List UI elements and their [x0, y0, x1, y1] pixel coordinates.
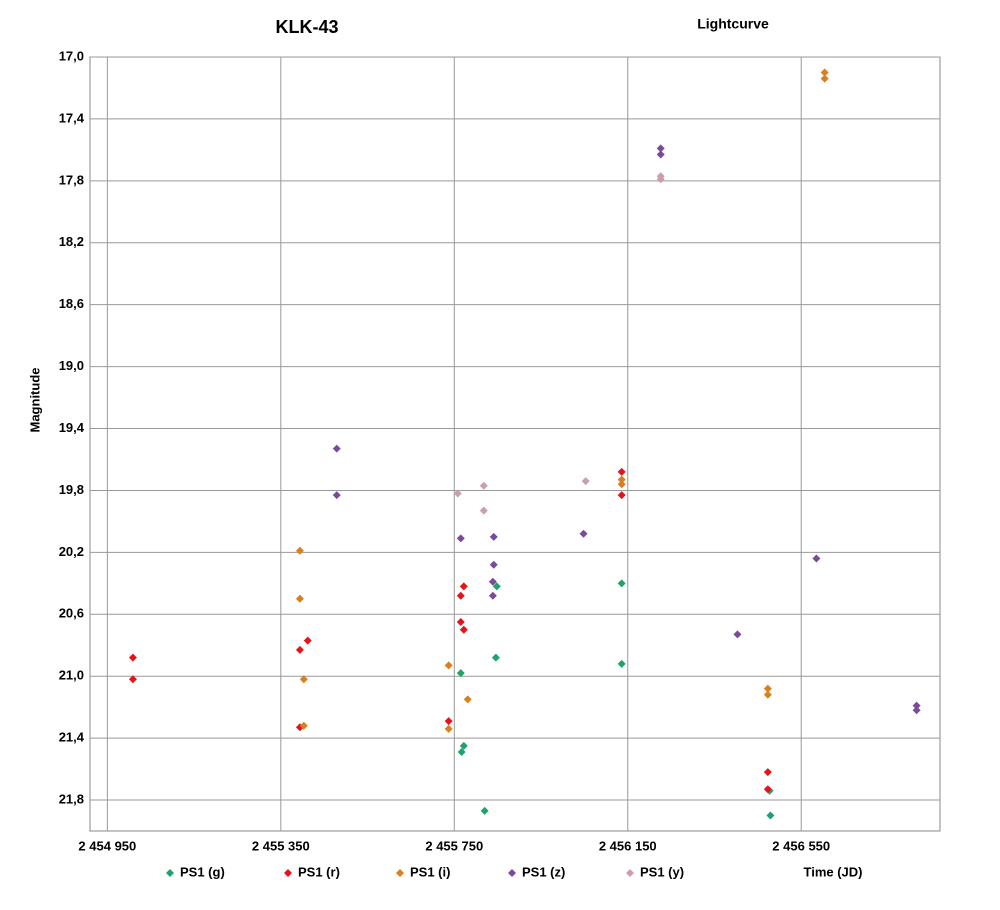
data-point: [733, 630, 742, 639]
legend-label: PS1 (r): [298, 864, 340, 879]
data-point: [444, 724, 453, 733]
plot-area: [89, 56, 941, 832]
data-point: [299, 721, 308, 730]
y-tick-label: 17,4: [59, 110, 85, 125]
y-tick-label: 17,0: [59, 48, 84, 63]
data-point: [656, 150, 665, 159]
data-point: [763, 690, 772, 699]
legend-marker: [626, 869, 634, 877]
data-point: [456, 618, 465, 627]
data-point: [820, 68, 829, 77]
data-point: [617, 480, 626, 489]
legend-marker: [508, 869, 516, 877]
x-tick-label: 2 455 350: [252, 838, 310, 853]
data-point: [332, 491, 341, 500]
x-tick-label: 2 456 150: [599, 838, 657, 853]
data-point: [656, 175, 665, 184]
y-axis-label: Magnitude: [27, 368, 42, 433]
data-point: [332, 444, 341, 453]
data-point: [488, 591, 497, 600]
data-point: [763, 768, 772, 777]
data-point: [303, 636, 312, 645]
data-point: [459, 741, 468, 750]
x-tick-label: 2 455 750: [425, 838, 483, 853]
y-tick-label: 19,0: [59, 358, 84, 373]
data-point: [656, 144, 665, 153]
data-point: [820, 74, 829, 83]
y-tick-label: 18,6: [59, 296, 84, 311]
data-point: [457, 748, 466, 757]
legend-marker: [166, 869, 174, 877]
data-point: [812, 554, 821, 563]
data-point: [488, 577, 497, 586]
data-point: [480, 806, 489, 815]
data-point: [763, 684, 772, 693]
y-tick-label: 21,8: [59, 791, 84, 806]
data-point: [766, 811, 775, 820]
data-point: [492, 582, 501, 591]
x-axis-label: Time (JD): [804, 864, 863, 879]
x-tick-label: 2 456 550: [772, 838, 830, 853]
chart-subtitle: Lightcurve: [697, 16, 769, 32]
data-point: [763, 785, 772, 794]
data-point: [617, 467, 626, 476]
data-point: [453, 489, 462, 498]
legend-marker: [396, 869, 404, 877]
data-point: [489, 532, 498, 541]
data-point: [128, 675, 137, 684]
data-point: [295, 594, 304, 603]
y-tick-label: 20,2: [59, 544, 84, 559]
legend-label: PS1 (y): [640, 864, 684, 879]
y-tick-label: 21,4: [59, 730, 85, 745]
data-point: [912, 701, 921, 710]
y-tick-label: 19,4: [59, 420, 85, 435]
chart-title: KLK-43: [275, 17, 338, 37]
y-tick-label: 18,2: [59, 234, 84, 249]
legend-label: PS1 (i): [410, 864, 450, 879]
data-point: [456, 669, 465, 678]
data-point: [456, 591, 465, 600]
data-point: [295, 546, 304, 555]
legend-label: PS1 (z): [522, 864, 565, 879]
data-point: [579, 529, 588, 538]
data-point: [444, 661, 453, 670]
data-point: [617, 579, 626, 588]
data-point: [912, 706, 921, 715]
data-point: [444, 717, 453, 726]
data-point: [617, 491, 626, 500]
data-point: [479, 481, 488, 490]
y-tick-label: 20,6: [59, 606, 84, 621]
x-tick-label: 2 454 950: [78, 838, 136, 853]
data-point: [299, 675, 308, 684]
data-point: [491, 653, 500, 662]
y-tick-label: 21,0: [59, 668, 84, 683]
data-point: [617, 475, 626, 484]
data-point: [459, 582, 468, 591]
data-point: [479, 506, 488, 515]
data-point: [463, 695, 472, 704]
data-point: [295, 645, 304, 654]
data-point: [128, 653, 137, 662]
legend-label: PS1 (g): [180, 864, 225, 879]
data-point: [489, 560, 498, 569]
y-tick-label: 19,8: [59, 482, 84, 497]
legend-marker: [284, 869, 292, 877]
data-point: [459, 625, 468, 634]
data-point: [617, 659, 626, 668]
data-point: [456, 534, 465, 543]
data-point: [581, 477, 590, 486]
y-tick-label: 17,8: [59, 172, 84, 187]
